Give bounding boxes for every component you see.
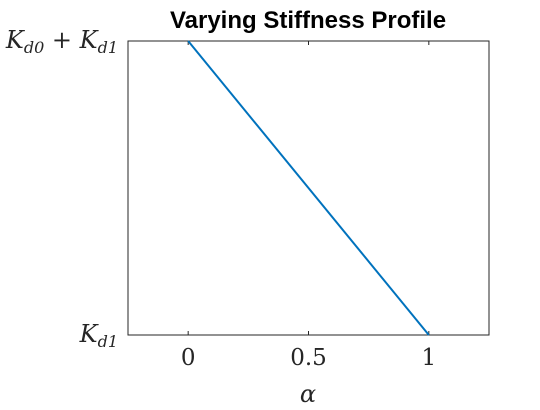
y-tick-label: Kd1 bbox=[79, 320, 118, 351]
series-line bbox=[187, 40, 430, 336]
y-axis-ticks: Kd1 Kd0 + Kd1 bbox=[5, 26, 489, 351]
x-tick-label: 1 bbox=[422, 345, 437, 371]
x-tick-label: 0 bbox=[181, 345, 196, 371]
x-axis-ticks: 0 0.5 1 bbox=[181, 41, 436, 371]
y-tick-label: Kd0 + Kd1 bbox=[5, 26, 118, 57]
x-tick-label: 0.5 bbox=[290, 345, 327, 371]
chart-title: Varying Stiffness Profile bbox=[170, 7, 446, 34]
x-axis-label: α bbox=[300, 380, 316, 408]
series-group bbox=[187, 40, 430, 336]
